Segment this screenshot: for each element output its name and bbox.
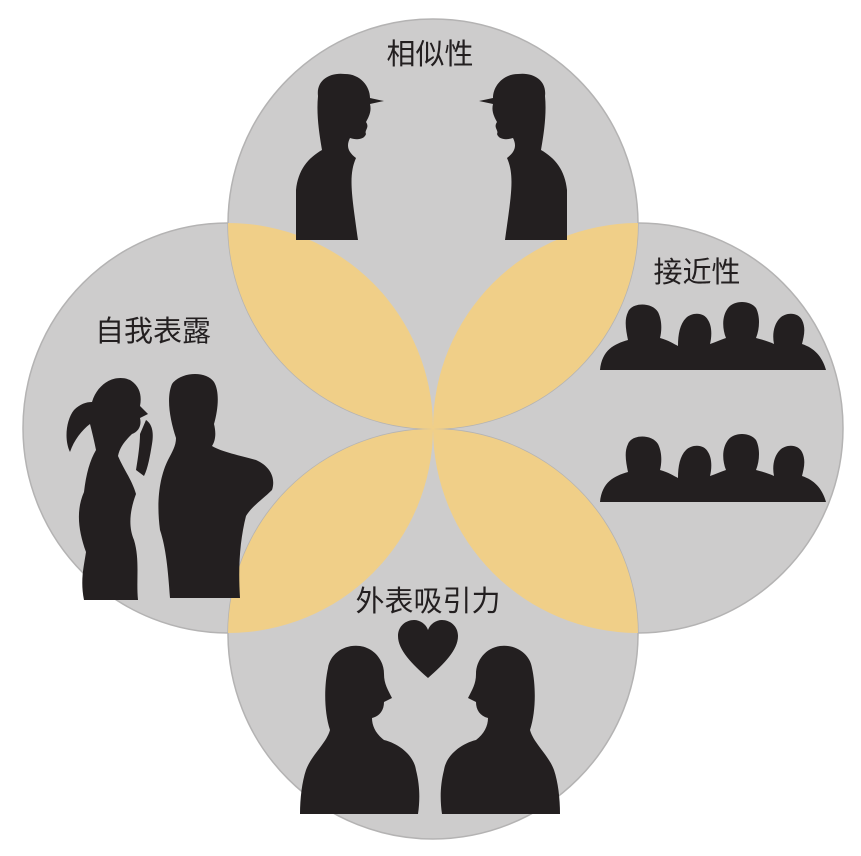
label-self-disclosure: 自我表露 bbox=[95, 314, 211, 348]
similarity-pair-icon bbox=[296, 73, 567, 240]
proximity-crowd-icon bbox=[600, 302, 826, 502]
heart-icon bbox=[398, 620, 458, 678]
whisper-pair-icon bbox=[66, 373, 274, 600]
label-similarity: 相似性 bbox=[386, 37, 473, 71]
label-proximity: 接近性 bbox=[653, 255, 740, 289]
overlap-similarity-proximity bbox=[433, 223, 638, 429]
couple-icon bbox=[300, 645, 560, 814]
overlap-similarity-self-disclosure bbox=[228, 223, 433, 429]
label-attractiveness: 外表吸引力 bbox=[355, 584, 500, 618]
overlap-attractiveness-proximity bbox=[433, 429, 638, 633]
overlap-attractiveness-self-disclosure bbox=[228, 429, 433, 633]
